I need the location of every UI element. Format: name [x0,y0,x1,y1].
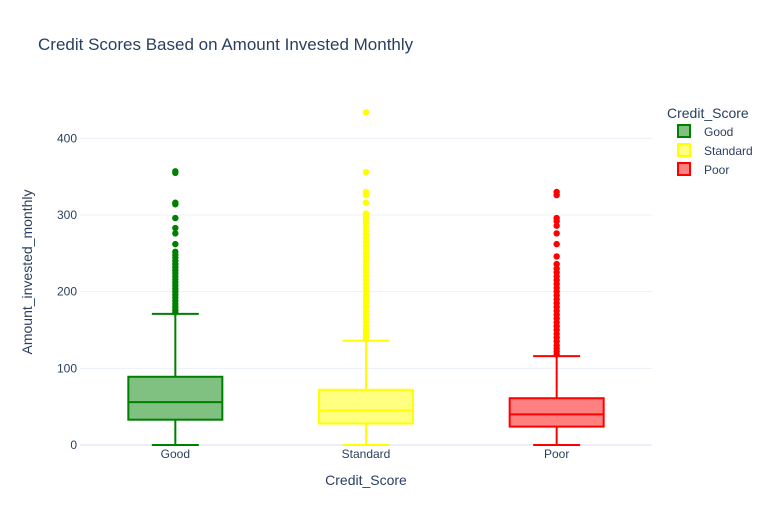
outlier-point [553,188,560,196]
legend-label: Poor [704,163,729,177]
outlier-point [553,222,560,229]
box-trace-good[interactable] [127,168,224,446]
legend-items[interactable]: Good Standard Poor [677,124,753,177]
interquartile-box [508,397,605,428]
y-tick-label: 200 [57,285,77,299]
legend-title: Credit_Score [667,105,749,121]
x-tick-label: Good [161,447,190,461]
box-trace-standard[interactable] [318,109,414,446]
chart-title: Credit Scores Based on Amount Invested M… [38,35,414,54]
box-traces[interactable] [127,109,605,446]
interquartile-box [127,375,224,421]
x-tick-label: Poor [544,447,569,461]
outlier-point [362,168,370,176]
outlier-point [362,199,370,206]
outlier-point [172,230,179,237]
y-axis-ticks: 0 100 200 300 400 [57,131,77,452]
legend-item-good[interactable]: Good [677,124,733,139]
outlier-point [553,214,560,222]
outlier-point [172,248,179,255]
legend-item-standard[interactable]: Standard [677,143,753,158]
legend-swatch [677,124,691,138]
outlier-point [172,224,179,232]
legend-label: Good [704,125,733,139]
legend-swatch [677,143,691,157]
outlier-point [172,168,179,175]
outlier-point [553,265,560,272]
outlier-point [172,199,179,206]
legend-label: Standard [704,144,753,158]
outlier-point [553,230,560,237]
y-axis-title: Amount_invested_monthly [19,190,35,355]
legend-item-poor[interactable]: Poor [677,162,729,177]
outlier-point [553,240,560,248]
x-axis-title: Credit_Score [325,472,407,488]
outlier-point [362,210,370,217]
outlier-point [172,214,179,222]
y-tick-label: 100 [57,361,77,375]
interquartile-box [318,388,414,425]
outlier-point [362,188,370,196]
outlier-point [362,109,370,116]
y-tick-label: 0 [70,438,77,452]
x-tick-label: Standard [342,447,391,461]
box-trace-poor[interactable] [508,188,605,446]
legend-swatch [677,162,691,176]
outlier-point [553,253,560,260]
x-axis-ticks: Good Standard Poor [161,447,570,461]
y-tick-label: 300 [57,208,77,222]
y-tick-label: 400 [57,131,77,145]
legend: Credit_Score Good Standard Poor [667,105,753,177]
outlier-point [172,240,179,248]
outlier-point [553,260,560,268]
